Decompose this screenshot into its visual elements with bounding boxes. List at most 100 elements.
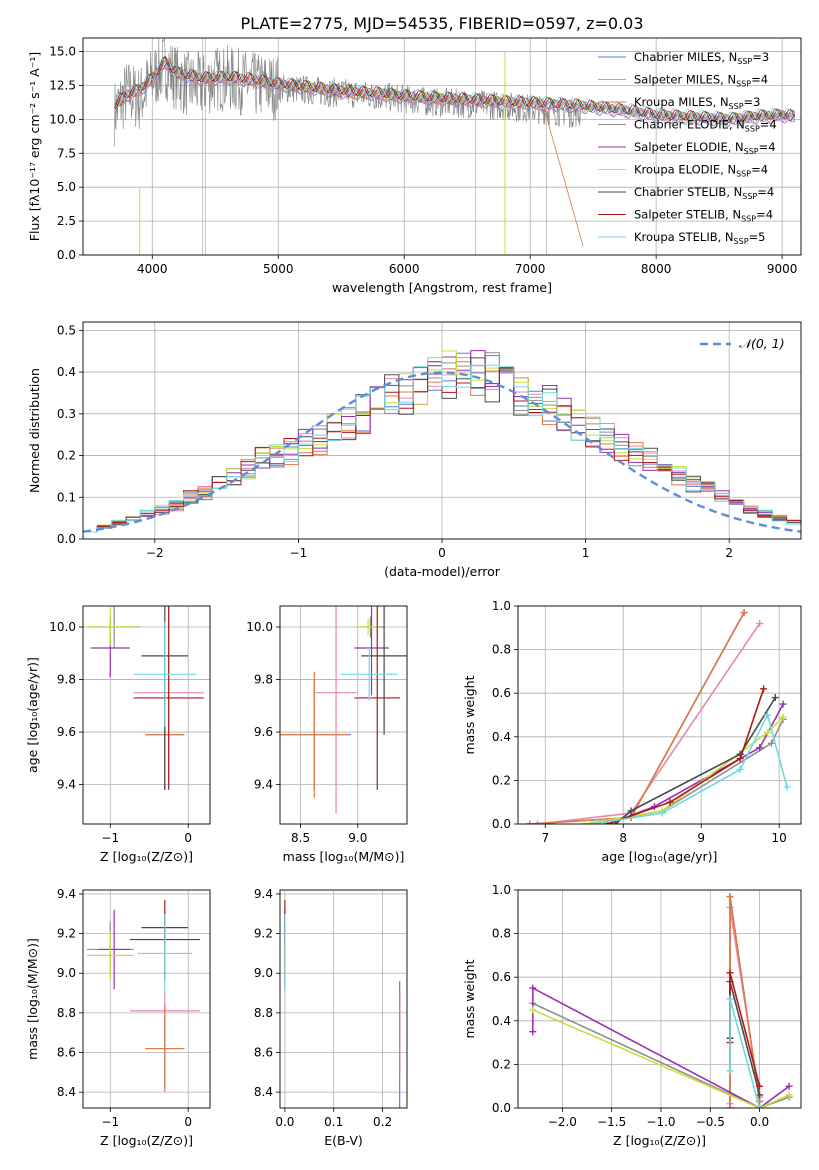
legend-subscript: SSP: [737, 57, 752, 66]
tick-label-y: 8.8: [57, 1006, 76, 1020]
data-marker: [726, 1067, 734, 1075]
legend-count: =4: [751, 73, 768, 87]
tick-label-y: 0.0: [57, 248, 76, 262]
data-marker: [779, 700, 787, 708]
model-line-salpeter_elodie: [114, 61, 796, 125]
x-axis-label: Z [log₁₀(Z/Z⊙)]: [613, 1133, 706, 1148]
model-line-kroupa_elodie: [114, 58, 795, 124]
tick-label-x: −1.5: [597, 1115, 626, 1129]
data-marker: [529, 984, 537, 992]
plot-area: [529, 893, 793, 1108]
legend-label: Chabrier ELODIE, NSSP=4: [634, 118, 777, 134]
weight-line-chabrier_elodie: [532, 1002, 790, 1108]
data-marker: [760, 685, 768, 693]
tick-label-y: 0.4: [492, 730, 511, 744]
tick-label-x: 10: [772, 831, 787, 845]
tick-label-x: 9.0: [348, 831, 367, 845]
axes-frame: [279, 889, 408, 1109]
tick-label-x: 0.0: [275, 1115, 294, 1129]
tick-label-y: 0.6: [492, 686, 511, 700]
legend-subscript: SSP: [742, 192, 757, 201]
tick-label-y: 0.0: [492, 1101, 511, 1115]
tick-label-x: 1: [582, 546, 590, 560]
legend-label: Kroupa MILES, NSSP=3: [634, 95, 760, 111]
data-marker: [666, 798, 674, 806]
tick-label-y: 0.0: [57, 532, 76, 546]
tick-label-y: 8.6: [254, 1046, 273, 1060]
data-marker: [526, 820, 534, 824]
weight-line-salpeter_stelib: [729, 972, 761, 1087]
tick-label-x: 0.1: [324, 1115, 343, 1129]
tick-label-y: 0.8: [492, 927, 511, 941]
tick-label-x: 0: [184, 831, 192, 845]
tick-label-y: 7.5: [57, 146, 76, 160]
axes-frame: [517, 889, 802, 1109]
tick-label-x: −1: [101, 1115, 119, 1129]
data-marker: [658, 809, 666, 817]
x-axis-label: age [log₁₀(age/yr)]: [602, 849, 718, 864]
y-axis-label: mass weight: [462, 959, 477, 1038]
tick-label-y: 0.2: [492, 773, 511, 787]
weight-line-kroupa_stelib: [729, 998, 761, 1108]
tick-label-x: 5000: [263, 262, 294, 276]
legend-subscript: SSP: [744, 147, 759, 156]
tick-label-y: 0.5: [57, 323, 76, 337]
y-axis-label: Flux [fλ10⁻¹⁷ erg cm⁻² s⁻¹ A⁻¹]: [27, 52, 42, 241]
plot-area: [86, 899, 200, 1093]
panel-weight_vs_Z: −2.0 −1.5 −1.0 −0.5 0.0 0.0 0.2 0.4 0.6 0.8 1.0 Z […: [462, 883, 802, 1148]
model-line-salpeter_stelib: [114, 56, 796, 123]
data-marker: [779, 713, 787, 721]
tick-label-y: 1.0: [492, 599, 511, 613]
data-marker: [767, 739, 775, 747]
x-axis-label: Z [log₁₀(Z/Z⊙)]: [100, 849, 193, 864]
data-marker: [726, 995, 734, 1003]
tick-label-y: 9.4: [57, 887, 76, 901]
tick-label-y: 8.8: [254, 1006, 273, 1020]
tick-label-y: 1.0: [492, 883, 511, 897]
data-marker: [783, 783, 791, 791]
data-marker: [756, 1104, 764, 1108]
grid-lines: [280, 890, 407, 1108]
data-marker: [740, 609, 748, 617]
data-marker: [756, 744, 764, 752]
legend-subscript: SSP: [736, 170, 751, 179]
tick-label-x: −1: [290, 546, 308, 560]
panel-spectrum: 4000 5000 6000 7000 8000 9000 0.0 2.5 5.0 7.5 10.0…: [27, 37, 802, 295]
tick-label-y: 0.2: [57, 449, 76, 463]
tick-label-y: 10.0: [49, 620, 76, 634]
data-marker: [785, 1091, 793, 1099]
axes-frame: [82, 605, 211, 825]
legend-count: =4: [756, 208, 773, 222]
tick-label-x: 8.5: [291, 831, 310, 845]
grid-lines: [83, 606, 210, 824]
legend-label: Chabrier STELIB, NSSP=4: [634, 185, 774, 201]
tick-label-y: 0.3: [57, 407, 76, 421]
tick-label-y: 0.8: [492, 643, 511, 657]
legend-count: =3: [744, 95, 761, 109]
axes-frame: [82, 889, 211, 1109]
data-marker: [726, 893, 734, 901]
tick-label-y: 9.2: [57, 927, 76, 941]
grid-lines: [83, 890, 210, 1108]
tick-label-y: 9.4: [254, 887, 273, 901]
tick-label-y: 8.4: [254, 1085, 273, 1099]
tick-label-x: 6000: [389, 262, 420, 276]
data-marker: [726, 969, 734, 977]
panel-age_vs_Z: −1 0 9.4 9.6 9.8 10.0 Z [log₁₀(Z/Z⊙)] age [log₁…: [25, 605, 211, 864]
data-marker: [726, 1104, 734, 1108]
data-marker: [756, 619, 764, 627]
tick-label-y: 9.4: [254, 778, 273, 792]
y-axis-label: Normed distribution: [27, 368, 42, 493]
tick-label-x: 4000: [137, 262, 168, 276]
data-marker: [533, 820, 541, 824]
y-axis-label: mass [log₁₀(M/M⊙)]: [25, 938, 40, 1060]
legend-label: Kroupa STELIB, NSSP=5: [634, 230, 765, 246]
plot-area: [83, 606, 204, 790]
hist-kroupa_stelib: [83, 357, 801, 539]
tick-label-y: 0.0: [492, 817, 511, 831]
tick-label-y: 10.0: [246, 620, 273, 634]
data-marker: [756, 1091, 764, 1099]
tick-label-x: 0: [438, 546, 446, 560]
tick-label-x: 7: [541, 831, 549, 845]
legend-count: =4: [759, 140, 776, 154]
